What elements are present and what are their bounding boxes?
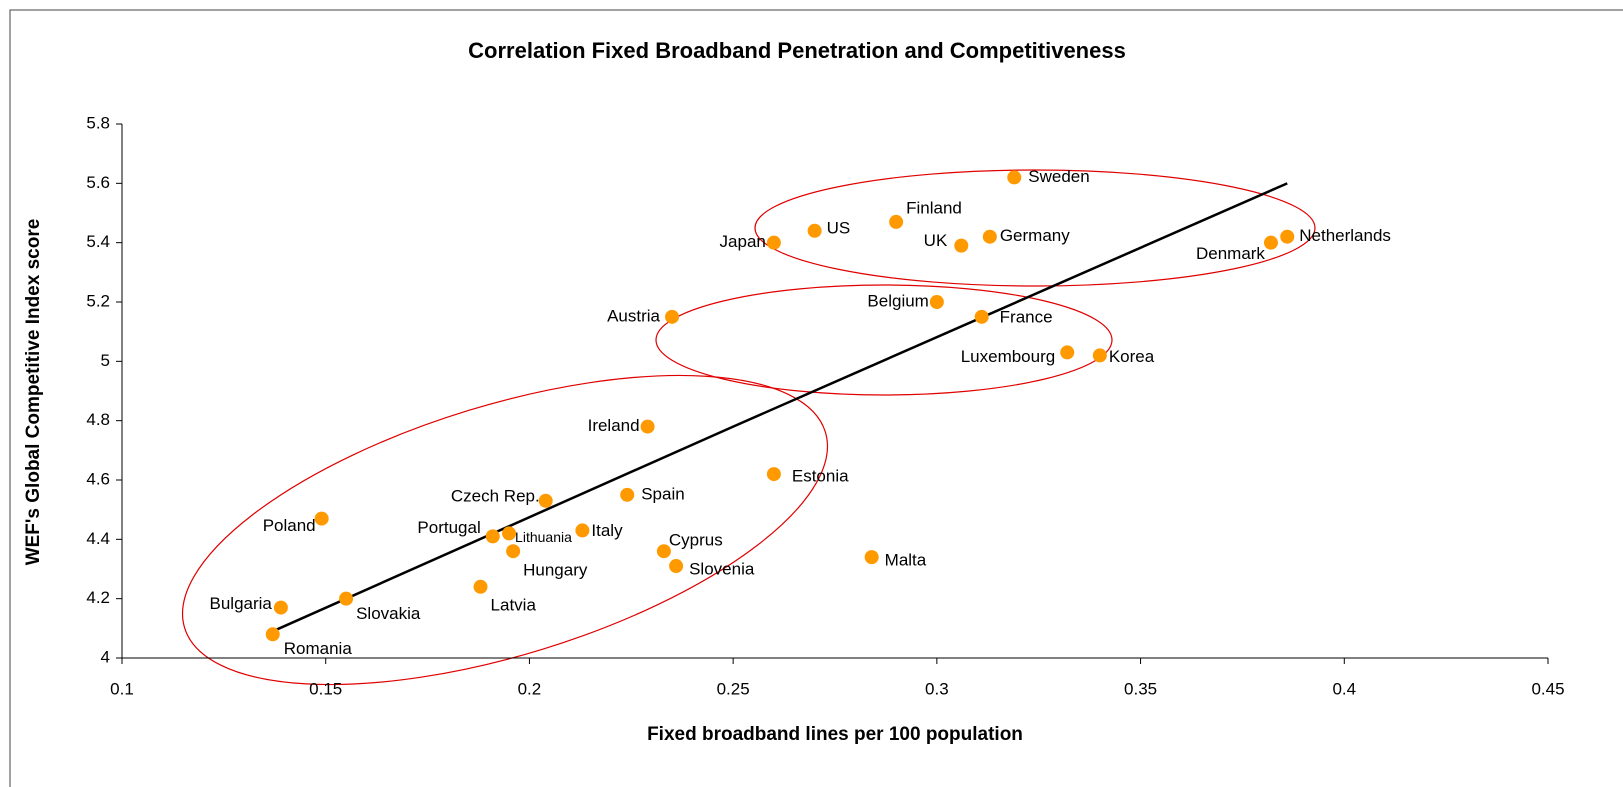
point-label: UK	[924, 231, 948, 250]
point-label: Spain	[641, 484, 684, 503]
point	[339, 591, 354, 606]
point	[640, 419, 655, 434]
x-tick-label: 0.3	[925, 679, 949, 698]
x-tick-label: 0.2	[518, 679, 542, 698]
point	[314, 511, 329, 526]
y-tick-label: 5.2	[86, 291, 110, 310]
point-label: Netherlands	[1299, 226, 1391, 245]
point-label: Poland	[263, 516, 316, 535]
point-label: Denmark	[1196, 244, 1265, 263]
x-tick-label: 0.15	[309, 679, 342, 698]
point-label: Belgium	[867, 291, 928, 310]
point-label: Finland	[906, 198, 962, 217]
y-tick-label: 5.6	[86, 173, 110, 192]
x-axis-title: Fixed broadband lines per 100 population	[647, 724, 1023, 745]
point-label: Luxembourg	[961, 347, 1056, 366]
point	[1263, 235, 1278, 250]
y-tick-label: 4.6	[86, 469, 110, 488]
point	[502, 526, 517, 541]
point-label: Portugal	[417, 518, 480, 537]
point	[1060, 345, 1075, 360]
point-label: Estonia	[792, 467, 849, 486]
point-label: Japan	[720, 232, 766, 251]
point	[954, 238, 969, 253]
point-label: Korea	[1109, 347, 1155, 366]
point	[766, 467, 781, 482]
point	[929, 295, 944, 309]
point-label: Germany	[1000, 226, 1070, 245]
point-label: Slovenia	[689, 560, 755, 579]
point	[265, 627, 280, 642]
trend-line	[272, 182, 1288, 633]
y-axis-title: WEF's Global Competitive Index score	[23, 219, 44, 566]
cluster-ellipse	[655, 284, 1113, 396]
point	[665, 309, 680, 324]
point	[974, 309, 989, 324]
y-tick-label: 5.4	[86, 232, 110, 251]
point-label: Lithuania	[515, 529, 572, 545]
chart-title: Correlation Fixed Broadband Penetration …	[468, 38, 1126, 63]
point	[273, 600, 288, 615]
point-label: France	[1000, 307, 1053, 326]
x-tick-label: 0.45	[1531, 679, 1564, 698]
y-tick-label: 4.4	[86, 529, 110, 548]
point	[485, 529, 500, 544]
x-tick-label: 0.4	[1332, 679, 1356, 698]
cluster-ellipse	[181, 374, 829, 686]
y-tick-label: 4.8	[86, 410, 110, 429]
x-tick-label: 0.25	[717, 679, 750, 698]
y-tick-label: 4.2	[86, 588, 110, 607]
point-label: Hungary	[523, 561, 588, 580]
point-label: Sweden	[1028, 167, 1089, 186]
x-tick-label: 0.1	[110, 679, 134, 698]
point	[807, 223, 822, 238]
point	[982, 229, 997, 244]
point	[669, 559, 684, 574]
point	[506, 544, 521, 559]
point-label: Slovakia	[356, 604, 421, 623]
point-label: Romania	[284, 639, 353, 658]
point-label: Malta	[885, 551, 927, 570]
point-label: Ireland	[588, 416, 640, 435]
point	[620, 487, 635, 502]
y-tick-label: 5.8	[86, 113, 110, 132]
point-label: Bulgaria	[210, 594, 273, 613]
point	[1280, 229, 1295, 244]
y-tick-label: 4	[101, 647, 110, 666]
point-label: US	[827, 218, 851, 237]
cluster-ellipse	[754, 169, 1316, 287]
point	[1092, 348, 1107, 363]
point	[473, 579, 488, 594]
x-tick-label: 0.35	[1124, 679, 1157, 698]
point	[1007, 170, 1022, 185]
point-label: Latvia	[491, 595, 537, 614]
point	[864, 550, 879, 565]
frame	[9, 9, 1623, 787]
point	[575, 523, 590, 538]
point-label: Austria	[607, 306, 660, 325]
y-tick-label: 5	[101, 351, 110, 370]
point	[656, 544, 671, 559]
point-label: Czech Rep.	[451, 486, 540, 505]
point	[766, 235, 781, 250]
point	[889, 214, 904, 229]
point-label: Italy	[591, 521, 623, 540]
point	[538, 493, 553, 508]
point-label: Cyprus	[669, 531, 723, 550]
